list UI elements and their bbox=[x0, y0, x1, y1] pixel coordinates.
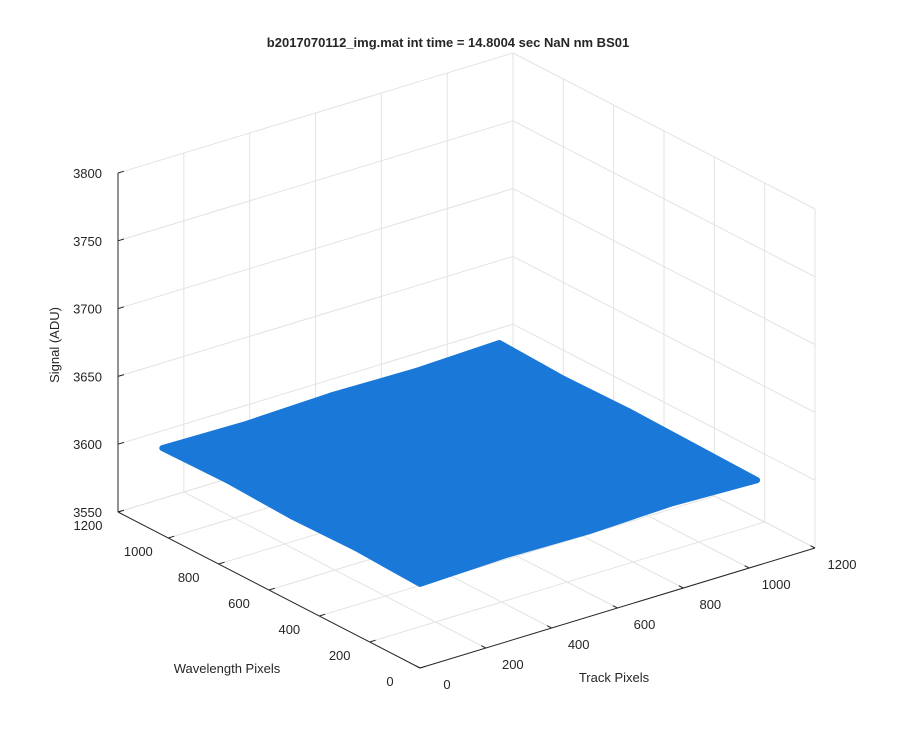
grid-line bbox=[369, 521, 765, 643]
y-tick bbox=[168, 535, 175, 539]
x-tick bbox=[546, 625, 552, 629]
z-tick-label: 3750 bbox=[73, 234, 102, 249]
grid-line bbox=[512, 120, 816, 278]
y-axis-label: Wavelength Pixels bbox=[174, 661, 281, 676]
grid-line bbox=[512, 255, 816, 413]
z-tick-label: 3550 bbox=[73, 505, 102, 520]
grid-line bbox=[117, 52, 514, 174]
x-tick bbox=[744, 565, 750, 569]
x-tick-label: 600 bbox=[634, 617, 656, 632]
x-tick-label: 400 bbox=[568, 637, 590, 652]
grid-line bbox=[117, 188, 514, 310]
x-axis-label: Track Pixels bbox=[579, 670, 650, 685]
y-tick-label: 800 bbox=[178, 570, 200, 585]
surface bbox=[159, 339, 761, 587]
z-tick bbox=[117, 238, 125, 242]
y-tick-label: 400 bbox=[278, 622, 300, 637]
y-tick-label: 200 bbox=[329, 648, 351, 663]
y-tick bbox=[319, 613, 326, 617]
x-tick-label: 0 bbox=[443, 677, 450, 692]
y-tick bbox=[218, 561, 225, 565]
z-tick bbox=[117, 170, 125, 174]
x-tick bbox=[612, 605, 618, 609]
grid-line bbox=[117, 323, 514, 445]
x-tick-label: 200 bbox=[502, 657, 524, 672]
y-tick bbox=[268, 587, 276, 591]
y-tick bbox=[419, 665, 427, 669]
surface-cell bbox=[352, 520, 508, 587]
y-tick bbox=[369, 639, 376, 643]
z-tick-label: 3700 bbox=[73, 302, 102, 317]
y-tick-label: 600 bbox=[228, 596, 250, 611]
axes: 0 200 400 600 800 1000 1200 0 200 400 600 800 1000 12… bbox=[73, 166, 856, 692]
z-tick bbox=[117, 509, 125, 513]
y-tick-label: 1000 bbox=[124, 544, 153, 559]
z-tick-label: 3600 bbox=[73, 437, 102, 452]
y-tick-label: 1200 bbox=[74, 518, 103, 533]
chart-title: b2017070112_img.mat int time = 14.8004 s… bbox=[267, 35, 629, 50]
z-tick bbox=[117, 306, 125, 310]
grid-line bbox=[512, 188, 816, 346]
grid-line bbox=[512, 52, 816, 210]
grid-line bbox=[117, 255, 514, 377]
z-tick bbox=[117, 374, 125, 377]
z-tick bbox=[117, 441, 125, 445]
x-tick bbox=[678, 585, 684, 589]
grid-line bbox=[512, 323, 816, 481]
x-tick-label: 1200 bbox=[828, 557, 857, 572]
z-axis-label: Signal (ADU) bbox=[47, 307, 62, 383]
z-tick-label: 3650 bbox=[73, 369, 102, 384]
x-tick bbox=[415, 665, 421, 669]
z-tick-label: 3800 bbox=[73, 166, 102, 181]
x-tick-label: 800 bbox=[699, 597, 721, 612]
grid-line bbox=[319, 495, 715, 617]
grid-line bbox=[117, 120, 514, 242]
y-tick-label: 0 bbox=[386, 674, 393, 689]
x-tick bbox=[810, 545, 816, 549]
x-tick-label: 1000 bbox=[762, 577, 791, 592]
x-tick bbox=[481, 645, 487, 649]
